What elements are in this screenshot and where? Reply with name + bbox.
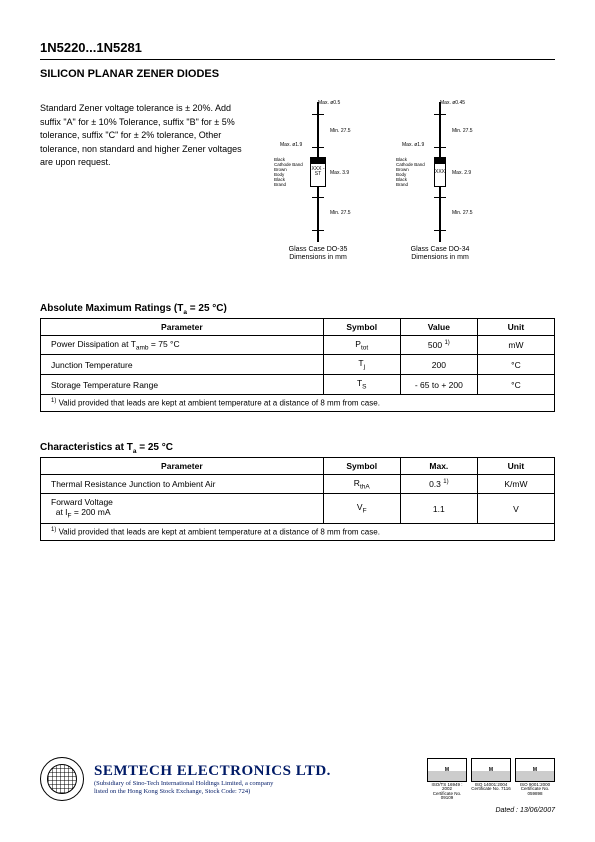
cert-item: M ISO 14001:2004Certificate No. 7116 <box>471 758 511 801</box>
diagram-caption: Glass Case DO-35Dimensions in mm <box>289 246 348 263</box>
title-rule <box>40 59 555 60</box>
table-row: Forward Voltage at IF = 200 mA VF 1.1 V <box>41 494 555 524</box>
th-param: Parameter <box>41 318 324 335</box>
th-param: Parameter <box>41 457 324 474</box>
cert-item: M ISO 9001:2000Certificate No. 059898 <box>515 758 555 801</box>
table-footnote: 1) Valid provided that leads are kept at… <box>41 523 555 540</box>
dim-min-lead-top: Min. 27.5 <box>330 128 351 134</box>
dim-body-w: Max. 2.9 <box>452 170 471 176</box>
table-row: Junction Temperature Tj 200 °C <box>41 355 555 375</box>
abs-max-ratings-table: Parameter Symbol Value Unit Power Dissip… <box>40 318 555 412</box>
dim-min-lead-bot: Min. 27.5 <box>330 210 351 216</box>
th-value: Max. <box>400 457 477 474</box>
page-title: 1N5220...1N5281 <box>40 40 555 55</box>
table1-title: Absolute Maximum Ratings (Ta = 25 °C) <box>40 303 555 316</box>
th-symbol: Symbol <box>323 457 400 474</box>
page-footer: SEMTECH ELECTRONICS LTD. (Subsidiary of … <box>40 757 555 814</box>
dim-top-dia: Max. ø0.5 <box>318 100 340 106</box>
diagram-caption: Glass Case DO-34Dimensions in mm <box>411 246 470 263</box>
cert-badge-icon: M <box>427 758 467 782</box>
th-unit: Unit <box>477 318 554 335</box>
body-marking: XXX -ST <box>311 167 325 177</box>
table-row: Thermal Resistance Junction to Ambient A… <box>41 474 555 494</box>
company-name: SEMTECH ELECTRONICS LTD. <box>94 763 331 780</box>
dated-text: Dated : 13/06/2007 <box>40 807 555 814</box>
table-footnote: 1) Valid provided that leads are kept at… <box>41 394 555 411</box>
dim-min-lead-top: Min. 27.5 <box>452 128 473 134</box>
cert-item: M ISO/TS 16949 : 2002Certificate No. 091… <box>427 758 467 801</box>
table2-title: Characteristics at Ta = 25 °C <box>40 442 555 455</box>
dim-min-lead-bot: Min. 27.5 <box>452 210 473 216</box>
table-row: Power Dissipation at Tamb = 75 °C Ptot 5… <box>41 335 555 355</box>
cert-badge-icon: M <box>515 758 555 782</box>
dim-top-dia: Max. ø0.45 <box>440 100 465 106</box>
cert-badge-icon: M <box>471 758 511 782</box>
th-symbol: Symbol <box>323 318 400 335</box>
th-value: Value <box>400 318 477 335</box>
body-marking: XXX <box>435 170 445 175</box>
cert-badges: M ISO/TS 16949 : 2002Certificate No. 091… <box>427 758 555 801</box>
company-logo-icon <box>40 757 84 801</box>
band-labels-do34: BlackCathode BandBrownBodyBlackBrand <box>396 157 425 187</box>
band-labels-do35: BlackCathode BandBrownBodyBlackBrand <box>274 157 303 187</box>
package-diagrams: Max. ø0.5 Min. 27.5 Max. ø1.9 BlackCatho… <box>268 102 490 263</box>
table-row: Storage Temperature Range TS - 65 to + 2… <box>41 375 555 395</box>
characteristics-table: Parameter Symbol Max. Unit Thermal Resis… <box>40 457 555 541</box>
company-subline2: listed on the Hong Kong Stock Exchange, … <box>94 788 331 795</box>
dim-body-w: Max. 3.9 <box>330 170 349 176</box>
dim-lead-dia: Max. ø1.9 <box>402 142 424 148</box>
intro-text: Standard Zener voltage tolerance is ± 20… <box>40 102 250 263</box>
th-unit: Unit <box>477 457 554 474</box>
diagram-do34: Max. ø0.45 Min. 27.5 Max. ø1.9 BlackCath… <box>390 102 490 263</box>
company-subline1: (Subsidiary of Sino-Tech International H… <box>94 780 331 787</box>
subtitle: SILICON PLANAR ZENER DIODES <box>40 68 555 80</box>
diagram-do35: Max. ø0.5 Min. 27.5 Max. ø1.9 BlackCatho… <box>268 102 368 263</box>
dim-lead-dia: Max. ø1.9 <box>280 142 302 148</box>
